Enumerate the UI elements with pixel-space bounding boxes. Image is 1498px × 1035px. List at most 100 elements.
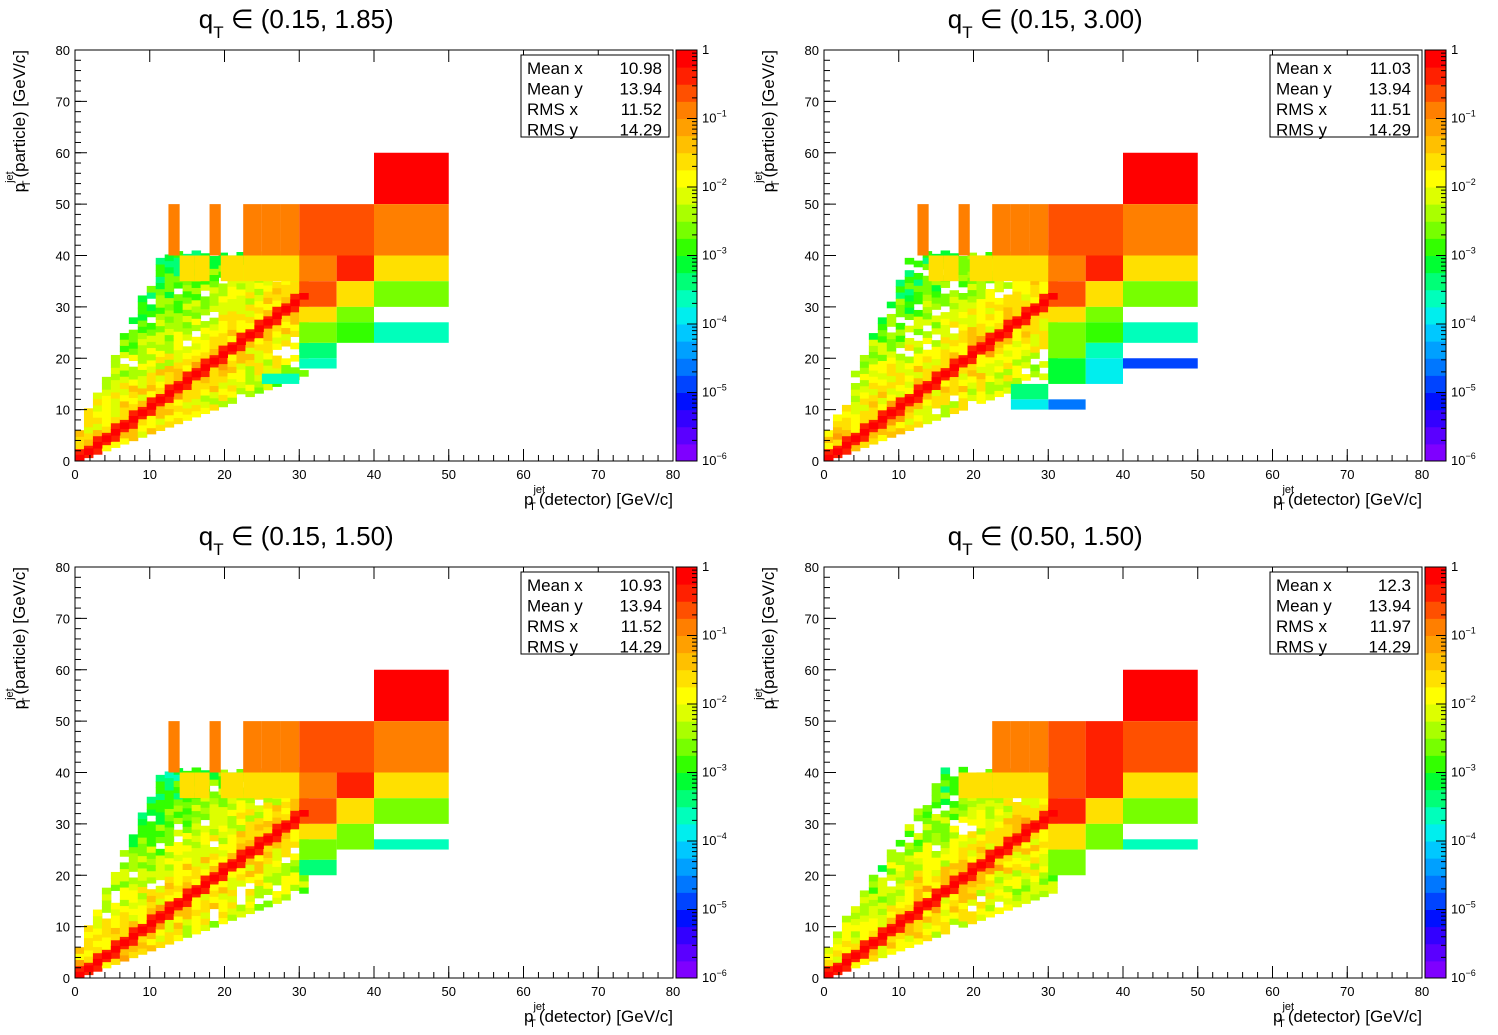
heatmap-cell <box>299 370 309 377</box>
stats-box-frame <box>1269 54 1419 138</box>
heatmap-cell <box>940 398 951 406</box>
heatmap-cell <box>146 378 157 386</box>
heatmap-cell <box>904 294 915 302</box>
heatmap-cell <box>922 817 933 825</box>
heatmap-cell <box>236 830 246 838</box>
heatmap-cell <box>119 363 130 371</box>
heatmap-cell <box>245 888 255 896</box>
heatmap-cell <box>967 899 977 906</box>
heatmap-cell <box>1003 294 1013 302</box>
heatmap-cell <box>904 928 915 936</box>
x-tick-label: 20 <box>966 984 980 999</box>
heatmap-cell <box>155 282 166 290</box>
heatmap-cell <box>904 313 915 321</box>
heatmap-cell <box>913 291 924 299</box>
heatmap-cell <box>254 368 264 376</box>
heatmap-cell <box>958 256 969 263</box>
heatmap-cell <box>272 891 282 898</box>
heatmap-cell <box>1030 321 1040 329</box>
heatmap-cell <box>1085 255 1123 282</box>
heatmap-cell <box>155 799 166 807</box>
color-bar-segment <box>1425 943 1446 962</box>
heatmap-cell <box>272 854 282 861</box>
heatmap-cell <box>200 308 211 316</box>
heatmap-cell <box>110 871 121 879</box>
heatmap-cell <box>191 878 202 886</box>
heatmap-cell <box>101 943 112 950</box>
heatmap-cell <box>236 849 246 856</box>
heatmap-cell <box>1012 826 1022 834</box>
heatmap-cell <box>374 669 449 722</box>
heatmap-cell <box>1021 361 1031 369</box>
heatmap-cell <box>261 721 281 773</box>
heatmap-cell <box>895 926 906 933</box>
heatmap-cell <box>374 839 449 850</box>
heatmap-cell <box>931 881 942 889</box>
heatmap-cell <box>967 332 977 340</box>
heatmap-cell <box>967 800 977 808</box>
heatmap-cell <box>164 260 175 268</box>
heatmap-cell <box>931 838 942 846</box>
heatmap-cell <box>92 404 103 412</box>
heatmap-cell <box>868 407 879 414</box>
heatmap-cell <box>164 789 175 797</box>
color-bar-segment <box>1425 601 1446 619</box>
heatmap-cell <box>164 420 175 428</box>
heatmap-cell <box>119 345 130 353</box>
heatmap-cell <box>1003 842 1013 850</box>
heatmap-cell <box>191 872 202 879</box>
heatmap-cell <box>985 904 995 912</box>
heatmap-cell <box>824 436 834 444</box>
heatmap-cell <box>128 409 139 417</box>
heatmap-cell <box>976 384 986 392</box>
heatmap-cell <box>904 898 915 905</box>
heatmap-cell <box>281 838 291 846</box>
heatmap-cell <box>1012 882 1022 889</box>
x-axis-label: pjet T (detector) [GeV/c] <box>524 484 673 513</box>
heatmap-cell <box>101 961 112 969</box>
heatmap-cell <box>155 356 166 364</box>
heatmap-cell <box>281 863 291 870</box>
heatmap-cell <box>841 404 852 412</box>
heatmap-cell <box>119 351 130 359</box>
heatmap-cell <box>128 889 139 897</box>
heatmap-cell <box>895 895 906 903</box>
color-bar-segment <box>1425 84 1446 102</box>
heatmap-cell <box>940 324 951 332</box>
heatmap-cell <box>263 383 273 391</box>
heatmap-cell <box>173 355 184 363</box>
heatmap-cell <box>994 353 1004 361</box>
heatmap-cell <box>191 841 202 849</box>
heatmap-cell <box>128 859 139 866</box>
heatmap-cell <box>859 373 870 381</box>
heatmap-cell <box>1003 885 1013 893</box>
heatmap-cell <box>931 826 942 834</box>
heatmap-cell <box>200 345 211 353</box>
heatmap-cell <box>850 383 861 390</box>
heatmap-cell <box>895 396 906 404</box>
heatmap-cell <box>155 396 166 404</box>
heatmap-cell <box>299 874 309 882</box>
heatmap-cell <box>859 927 870 935</box>
heatmap-cell <box>209 397 220 405</box>
heatmap-cell <box>1012 900 1022 908</box>
x-axis-label: pjet T (detector) [GeV/c] <box>1273 484 1422 513</box>
color-bar-segment <box>676 238 697 256</box>
heatmap-cell <box>254 374 264 382</box>
heatmap-cell <box>200 333 211 341</box>
heatmap-cell <box>173 891 184 899</box>
heatmap-cell <box>868 917 879 925</box>
heatmap-cell <box>164 826 175 834</box>
heatmap-cell <box>218 289 228 297</box>
heatmap-cell <box>164 931 175 939</box>
heatmap-cell <box>281 875 291 883</box>
heatmap-cell <box>155 891 166 899</box>
x-tick-label: 70 <box>591 984 605 999</box>
heatmap-cell <box>110 379 121 387</box>
heatmap-cell <box>949 333 960 341</box>
heatmap-cell <box>200 302 211 310</box>
heatmap-cell <box>985 362 995 370</box>
heatmap-cell <box>137 941 148 949</box>
heatmap-cell <box>119 400 130 408</box>
heatmap-cell <box>272 804 282 812</box>
